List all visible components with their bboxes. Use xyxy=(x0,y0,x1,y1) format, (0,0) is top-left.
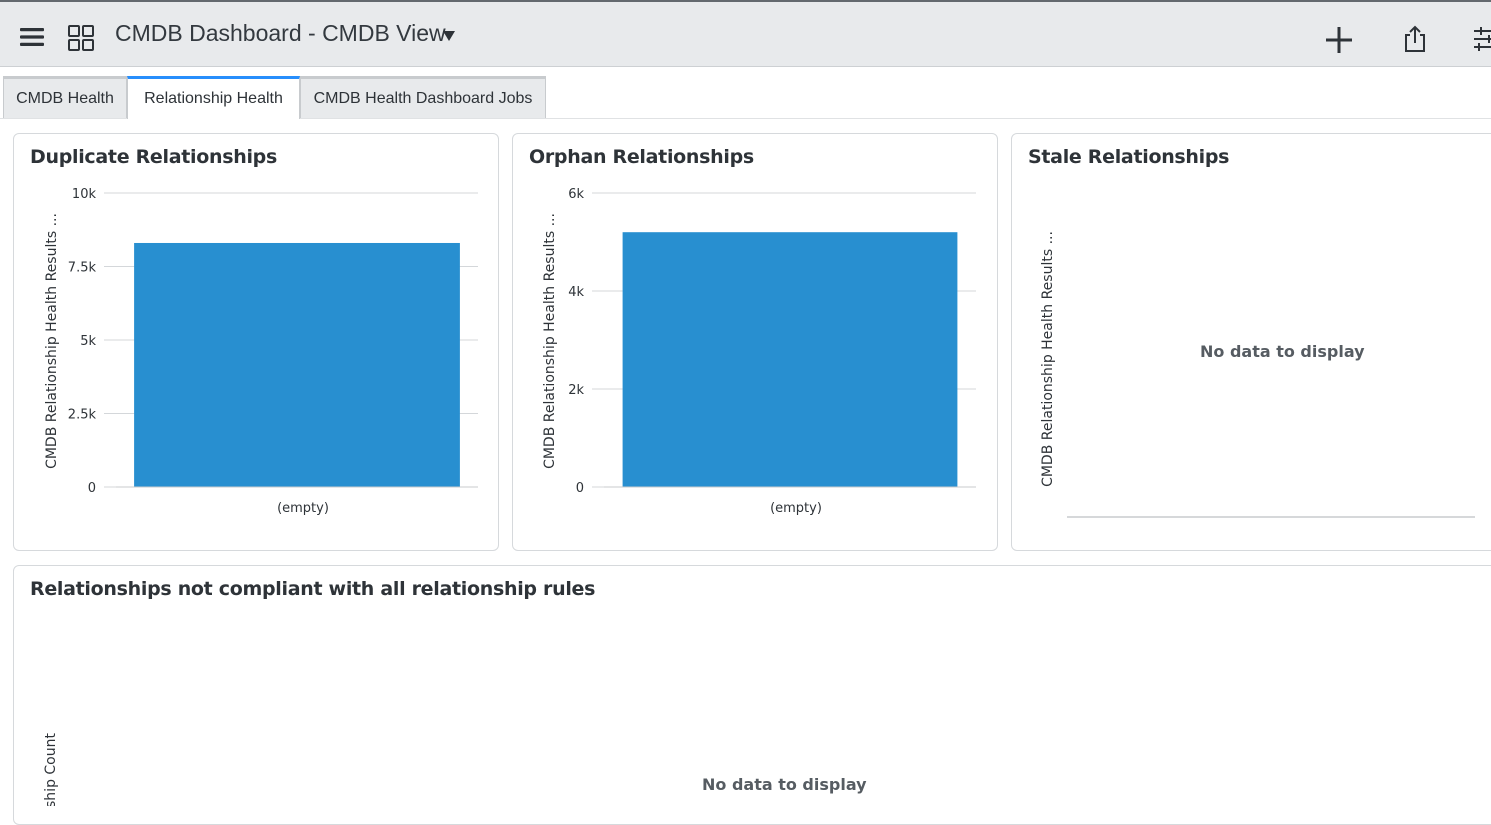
caret-down-icon[interactable] xyxy=(441,29,457,43)
widget-title: Relationships not compliant with all rel… xyxy=(30,578,596,600)
duplicate-relationships-chart: CMDB Relationship Health Results ... 0 2.… xyxy=(44,187,478,516)
y-tick-label: 0 xyxy=(576,481,584,496)
duplicate-relationships-widget: Duplicate Relationships CMDB Relationshi… xyxy=(13,133,499,551)
tab-relationship-health[interactable]: Relationship Health xyxy=(127,76,300,119)
y-tick-label: 10k xyxy=(72,187,97,202)
y-tick-label: 7.5k xyxy=(68,261,97,276)
stale-relationships-widget: Stale Relationships CMDB Relationship He… xyxy=(1011,133,1491,551)
tab-cmdb-health-dashboard-jobs[interactable]: CMDB Health Dashboard Jobs xyxy=(300,76,546,118)
y-tick-label: 6k xyxy=(568,187,584,202)
tab-divider xyxy=(0,118,1491,119)
y-tick-label: 2k xyxy=(568,383,584,398)
tab-bar: CMDB Health Relationship Health CMDB Hea… xyxy=(0,67,1491,119)
widget-title: Orphan Relationships xyxy=(529,146,754,168)
y-axis-label: CMDB Relationship Health Results ... xyxy=(1040,231,1056,487)
plus-icon[interactable] xyxy=(1324,25,1354,55)
widget-title: Stale Relationships xyxy=(1028,146,1230,168)
dashboard-title[interactable]: CMDB Dashboard - CMDB View xyxy=(115,20,446,46)
top-bar: CMDB Dashboard - CMDB View xyxy=(0,0,1491,67)
bar xyxy=(622,232,958,487)
y-axis-label: CMDB Relationship Health Results ... xyxy=(542,213,558,469)
stale-relationships-chart: CMDB Relationship Health Results ... xyxy=(1040,231,1475,518)
noncompliant-relationships-widget: Relationships not compliant with all rel… xyxy=(13,565,1491,825)
y-axis-label: CMDB Relationship Health Results ... xyxy=(44,213,60,469)
no-data-message: No data to display xyxy=(1200,342,1365,361)
tab-cmdb-health[interactable]: CMDB Health xyxy=(3,76,127,118)
y-axis-label: Relationship Count xyxy=(43,733,59,806)
x-tick-label: (empty) xyxy=(277,501,329,516)
y-tick-label: 4k xyxy=(568,285,584,300)
grid-icon[interactable] xyxy=(67,24,95,52)
widget-title: Duplicate Relationships xyxy=(30,146,277,168)
y-tick-label: 0 xyxy=(88,481,96,496)
share-icon[interactable] xyxy=(1402,24,1428,54)
x-tick-label: (empty) xyxy=(770,501,822,516)
orphan-relationships-widget: Orphan Relationships CMDB Relationship H… xyxy=(512,133,998,551)
noncompliant-relationships-chart: Relationship Count xyxy=(43,733,59,806)
no-data-message: No data to display xyxy=(702,775,867,794)
orphan-relationships-chart: CMDB Relationship Health Results ... 0 2k… xyxy=(542,187,976,516)
filter-icon[interactable] xyxy=(1472,24,1491,54)
y-tick-label: 5k xyxy=(80,334,96,349)
y-tick-label: 2.5k xyxy=(68,408,97,423)
bar xyxy=(134,242,460,487)
menu-icon[interactable] xyxy=(18,24,46,50)
